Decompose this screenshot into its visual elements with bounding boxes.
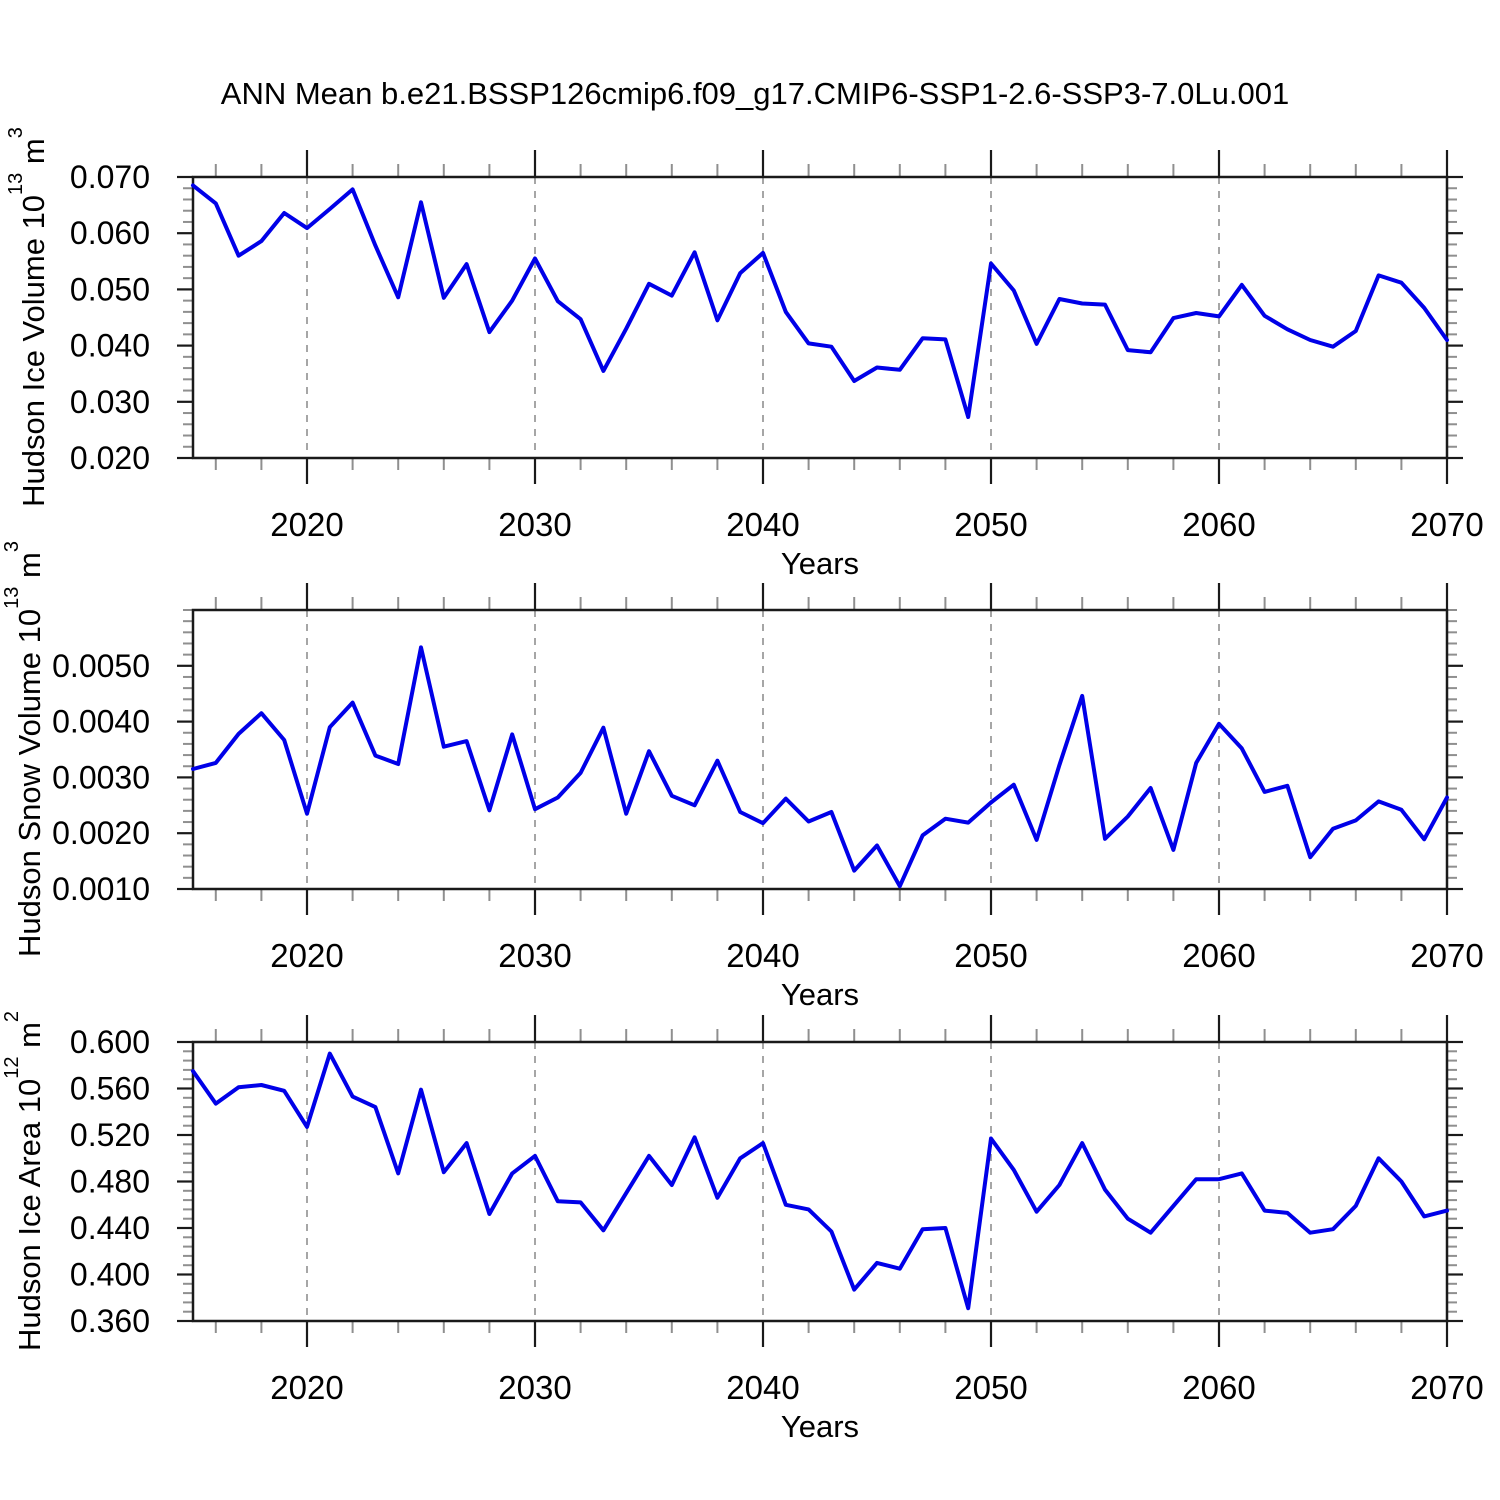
y-tick-label: 0.050 (70, 271, 150, 307)
x-axis-title: Years (780, 1409, 860, 1444)
y-axis-title-unit-exponent: 3 (4, 127, 27, 139)
y-axis-title-unit: m (12, 1022, 48, 1057)
y-tick-label: 0.0020 (52, 815, 150, 851)
y-tick-label: 0.060 (70, 215, 150, 251)
x-tick-label: 2070 (1410, 1369, 1483, 1406)
y-axis-title-unit: m (12, 552, 48, 587)
x-tick-label: 2060 (1182, 1369, 1255, 1406)
x-tick-label: 2040 (726, 937, 799, 974)
x-tick-label: 2060 (1182, 506, 1255, 543)
y-tick-label: 0.030 (70, 384, 150, 420)
data-series-line (191, 1051, 1449, 1311)
y-tick-label: 0.0010 (52, 871, 150, 907)
x-axis-title: Years (780, 977, 860, 1012)
x-tick-label: 2020 (270, 1369, 343, 1406)
x-tick-label: 2020 (270, 937, 343, 974)
x-tick-label: 2070 (1410, 937, 1483, 974)
y-axis-title-exponent: 13 (4, 172, 27, 195)
x-tick-label: 2030 (498, 506, 571, 543)
data-series-line (191, 183, 1449, 419)
y-tick-label: 0.360 (70, 1303, 150, 1339)
plot-frame (191, 1040, 1449, 1323)
x-tick-label: 2070 (1410, 506, 1483, 543)
plot-frame (191, 608, 1449, 891)
y-axis-title-unit-exponent: 3 (0, 541, 23, 553)
data-series-line (191, 645, 1449, 889)
y-tick-label: 0.070 (70, 159, 150, 195)
x-tick-label: 2050 (954, 937, 1027, 974)
y-axis-title-text: Hudson Ice Volume 10 (16, 194, 52, 507)
y-axis-title-unit: m (16, 138, 52, 173)
y-axis-title-text: Hudson Ice Area 10 (12, 1078, 48, 1352)
x-tick-label: 2030 (498, 1369, 571, 1406)
y-tick-label: 0.560 (70, 1071, 150, 1107)
y-tick-label: 0.0030 (52, 759, 150, 795)
y-tick-label: 0.520 (70, 1117, 150, 1153)
x-tick-label: 2040 (726, 506, 799, 543)
x-tick-label: 2020 (270, 506, 343, 543)
x-tick-label: 2030 (498, 937, 571, 974)
y-tick-label: 0.040 (70, 328, 150, 364)
x-tick-label: 2060 (1182, 937, 1255, 974)
x-axis-title: Years (780, 546, 860, 581)
y-tick-label: 0.020 (70, 440, 150, 476)
y-axis-title-text: Hudson Snow Volume 10 (12, 608, 48, 957)
y-axis-title-exponent: 12 (0, 1056, 23, 1079)
plot-frame (191, 175, 1449, 460)
x-tick-label: 2040 (726, 1369, 799, 1406)
y-tick-label: 0.0050 (52, 648, 150, 684)
y-axis-title-snow-volume: Hudson Snow Volume 1013 m3 (1, 541, 48, 957)
y-axis-title-unit-exponent: 2 (0, 1010, 23, 1023)
y-axis-title-exponent: 13 (0, 586, 23, 609)
y-axis-title-ice-area: Hudson Ice Area 1012 m2 (1, 1011, 48, 1352)
chart-title: ANN Mean b.e21.BSSP126cmip6.f09_g17.CMIP… (220, 76, 1290, 111)
y-tick-label: 0.600 (70, 1024, 150, 1060)
x-tick-label: 2050 (954, 506, 1027, 543)
y-axis-title-ice-volume: Hudson Ice Volume 1013 m3 (5, 127, 52, 507)
y-tick-label: 0.400 (70, 1257, 150, 1293)
x-tick-label: 2050 (954, 1369, 1027, 1406)
y-tick-label: 0.0040 (52, 704, 150, 740)
y-tick-label: 0.440 (70, 1210, 150, 1246)
y-tick-label: 0.480 (70, 1164, 150, 1200)
